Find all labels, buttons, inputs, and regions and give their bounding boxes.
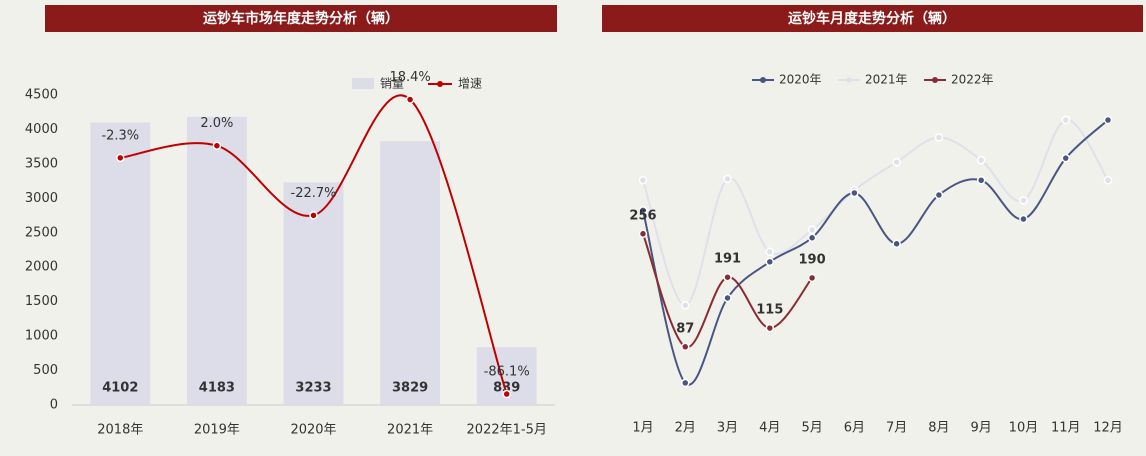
x-tick-label: 11月 <box>1051 421 1081 436</box>
x-tick-label: 7月 <box>886 421 907 436</box>
point <box>638 229 648 239</box>
x-tick-label: 12月 <box>1093 421 1123 436</box>
point <box>723 293 732 303</box>
data-label: 18.4% <box>389 70 430 85</box>
point <box>765 257 775 267</box>
legend-swatch <box>352 78 374 89</box>
legend-label: 增速 <box>458 77 482 91</box>
y-tick-label: 3000 <box>25 191 58 206</box>
y-tick-label: 4500 <box>25 88 58 103</box>
legend-label: 2021年 <box>865 73 908 87</box>
point <box>1061 115 1070 125</box>
x-tick-label: 2018年 <box>97 423 143 438</box>
data-label: 190 <box>799 252 826 267</box>
point <box>638 176 648 185</box>
bar <box>90 122 151 405</box>
point <box>502 389 511 399</box>
bar-label: 3233 <box>295 381 331 396</box>
point <box>212 141 222 150</box>
title-bar <box>602 5 1143 32</box>
point <box>681 301 690 310</box>
point <box>1019 196 1028 205</box>
x-tick-label: 2020年 <box>290 423 336 438</box>
point <box>1061 153 1070 163</box>
point <box>765 323 775 333</box>
x-tick-label: 9月 <box>971 421 992 436</box>
y-tick-label: 1000 <box>25 329 58 344</box>
point <box>1019 214 1028 224</box>
x-tick-label: 4月 <box>759 421 780 436</box>
point <box>934 133 944 142</box>
line <box>642 119 1109 307</box>
bar-label: 4102 <box>102 381 138 396</box>
chart-title: 运钞车市场年度走势分析（辆） <box>203 10 399 27</box>
data-label: 115 <box>756 303 783 318</box>
legend-swatch <box>932 77 938 83</box>
point <box>765 247 775 257</box>
point <box>934 190 944 200</box>
data-label: 256 <box>629 208 656 223</box>
line <box>642 233 813 348</box>
data-label: -2.3% <box>101 128 139 143</box>
legend-label: 2020年 <box>779 73 822 87</box>
y-tick-label: 3500 <box>25 156 58 171</box>
data-label: 191 <box>714 252 741 267</box>
line <box>120 94 508 395</box>
point <box>723 272 732 282</box>
x-tick-label: 5月 <box>801 421 822 436</box>
point <box>116 153 125 163</box>
point <box>681 342 690 352</box>
x-tick-label: 2022年1-5月 <box>467 423 547 438</box>
point <box>892 157 901 167</box>
y-tick-label: 500 <box>33 363 58 378</box>
legend-swatch <box>437 81 443 87</box>
x-tick-label: 1月 <box>632 421 653 436</box>
point <box>892 239 901 249</box>
point <box>405 95 415 104</box>
legend-label: 销量 <box>380 77 404 91</box>
bar <box>186 116 247 406</box>
title-bar <box>45 5 557 32</box>
y-tick-label: 4000 <box>25 122 58 137</box>
legend-swatch <box>760 77 766 83</box>
legend-label: 2022年 <box>951 73 994 87</box>
x-tick-label: 3月 <box>717 421 738 436</box>
point <box>807 273 817 283</box>
point <box>723 174 732 184</box>
y-tick-label: 0 <box>50 398 58 413</box>
point <box>976 176 986 185</box>
data-label: -22.7% <box>291 186 337 201</box>
point <box>638 206 648 215</box>
y-tick-label: 2500 <box>25 225 58 240</box>
point <box>807 233 817 243</box>
data-label: 87 <box>676 321 694 336</box>
x-tick-label: 8月 <box>928 421 949 436</box>
bar-label: 4183 <box>199 381 235 396</box>
data-label: -86.1% <box>484 365 530 380</box>
bar-label: 839 <box>493 381 520 396</box>
point <box>1103 176 1113 185</box>
x-tick-label: 6月 <box>844 421 865 436</box>
point <box>850 188 859 198</box>
point <box>309 211 318 220</box>
x-tick-label: 2月 <box>675 421 696 436</box>
y-tick-label: 1500 <box>25 294 58 309</box>
chart-title: 运钞车月度走势分析（辆） <box>788 10 956 27</box>
legend-swatch <box>846 77 852 83</box>
bar <box>380 141 441 406</box>
x-tick-label: 2019年 <box>194 423 240 438</box>
point <box>976 155 986 165</box>
x-tick-label: 2021年 <box>387 423 433 438</box>
point <box>1103 115 1113 125</box>
data-label: 2.0% <box>200 116 233 131</box>
line <box>642 119 1109 386</box>
y-tick-label: 2000 <box>25 260 58 275</box>
point <box>807 225 817 235</box>
x-tick-label: 10月 <box>1009 421 1039 436</box>
point <box>681 378 690 388</box>
bar-label: 3829 <box>392 381 428 396</box>
